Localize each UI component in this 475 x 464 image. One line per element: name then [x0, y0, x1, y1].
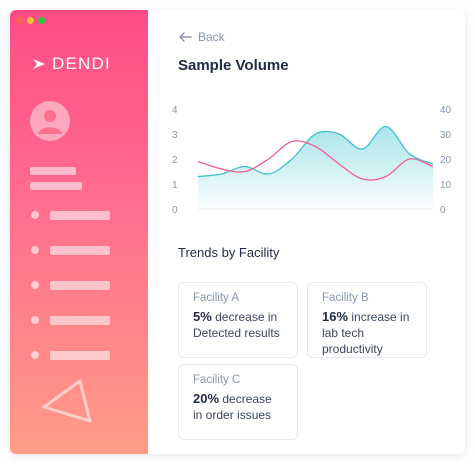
nav-bullet: [31, 281, 39, 289]
dendi-logo-icon: [33, 59, 45, 69]
back-link[interactable]: Back: [178, 30, 225, 44]
user-name-placeholder: [30, 167, 76, 175]
app-window: DENDI Back Sample Volume: [10, 10, 465, 454]
y-left-tick-label: 3: [172, 130, 178, 141]
page-title: Sample Volume: [178, 57, 289, 74]
y-left-tick-label: 2: [172, 155, 178, 166]
back-label: Back: [198, 30, 225, 44]
nav-bullet: [31, 351, 39, 359]
sidebar-item-5[interactable]: [50, 351, 110, 360]
facility-card[interactable]: Facility A 5% decrease in Detected resul…: [178, 282, 298, 358]
maximize-window-button[interactable]: [38, 17, 45, 24]
facility-name: Facility C: [193, 374, 241, 386]
trend-value: 20%: [193, 391, 220, 406]
logo[interactable]: DENDI: [32, 54, 111, 74]
facility-trend: 20% decrease in order issues: [193, 391, 283, 423]
facility-trend: 5% decrease in Detected results: [193, 309, 283, 341]
y-right-tick-label: 40: [440, 105, 452, 116]
y-left-tick-label: 1: [172, 180, 178, 191]
trend-value: 5%: [193, 309, 212, 324]
sidebar-item-2[interactable]: [50, 246, 110, 255]
trend-text: increase in lab tech productivity: [322, 310, 410, 356]
facility-name: Facility A: [193, 292, 240, 304]
y-right-tick-label: 0: [440, 205, 446, 216]
window-controls: [16, 17, 45, 24]
nav-bullet: [31, 211, 39, 219]
minimize-window-button[interactable]: [27, 17, 34, 24]
sample-volume-chart: 0 1 2 3 4 0 10 20 30 40: [172, 105, 452, 216]
series-area-fill: [198, 126, 433, 209]
close-window-button[interactable]: [16, 17, 23, 24]
nav-bullet: [31, 316, 39, 324]
series-line-teal: [197, 125, 434, 178]
y-left-tick-label: 0: [172, 205, 178, 216]
facility-trend: 16% increase in lab tech productivity: [322, 309, 412, 357]
trends-title: Trends by Facility: [178, 245, 280, 260]
facility-card[interactable]: Facility C 20% decrease in order issues: [178, 364, 298, 440]
facility-card[interactable]: Facility B 16% increase in lab tech prod…: [307, 282, 427, 358]
series-line-pink: [197, 140, 434, 181]
facility-name: Facility B: [322, 292, 369, 304]
y-right-tick-label: 10: [440, 180, 452, 191]
trend-text: decrease in order issues: [193, 392, 272, 422]
sidebar-item-3[interactable]: [50, 281, 110, 290]
sidebar-item-1[interactable]: [50, 211, 110, 220]
logo-text: DENDI: [52, 54, 111, 73]
user-role-placeholder: [30, 182, 82, 190]
avatar[interactable]: [30, 101, 70, 141]
user-icon: [38, 110, 62, 134]
y-right-tick-label: 20: [440, 155, 452, 166]
sidebar: DENDI: [10, 10, 148, 454]
arrow-left-icon: [179, 32, 192, 42]
y-right-tick-label: 30: [440, 130, 452, 141]
sidebar-item-4[interactable]: [50, 316, 110, 325]
triangle-icon: [42, 379, 92, 423]
main-content: Back Sample Volume 0 1 2 3 4 0 10 20 30 40 Trend…: [148, 10, 465, 454]
trend-text: decrease in Detected results: [193, 310, 280, 340]
trend-value: 16%: [322, 309, 349, 324]
nav-bullet: [31, 246, 39, 254]
y-left-tick-label: 4: [172, 105, 178, 116]
